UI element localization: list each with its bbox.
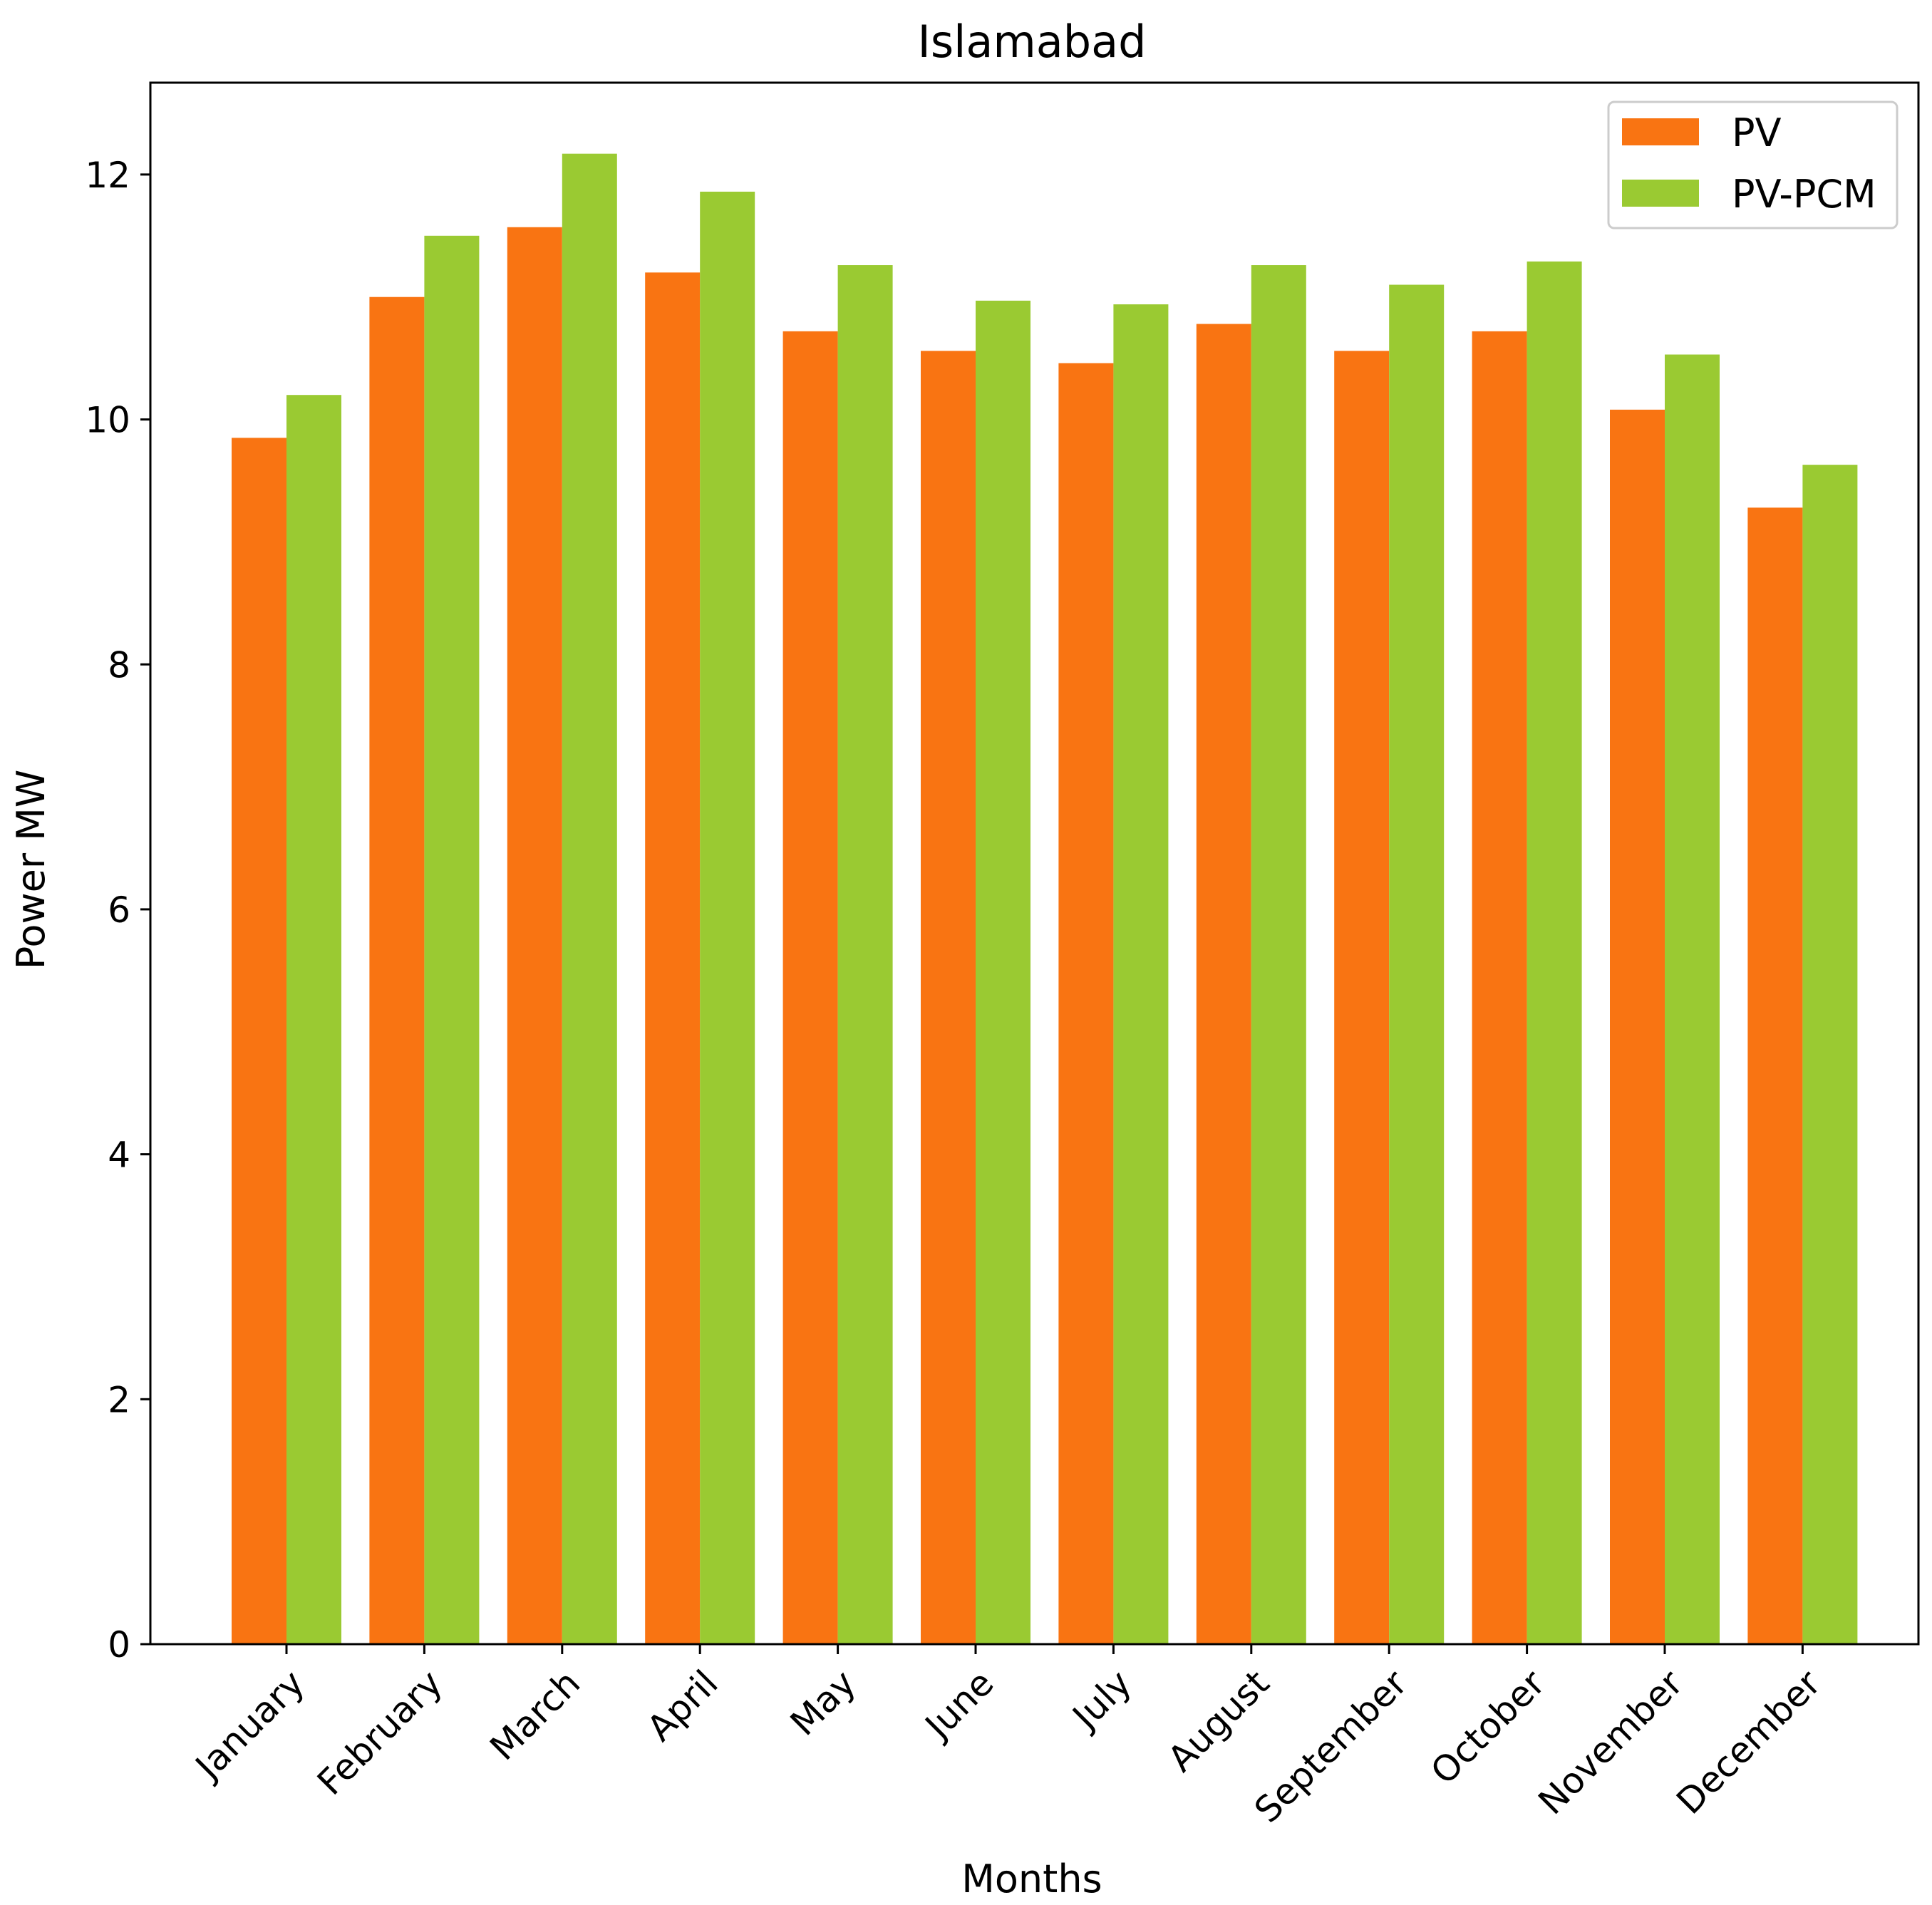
y-tick-label-0: 0 (108, 1624, 130, 1666)
bar-pv-december (1747, 507, 1803, 1645)
bar-pv-january (232, 438, 286, 1644)
bar-pv-july (1058, 363, 1114, 1645)
bar-pv-october (1472, 331, 1527, 1645)
y-tick-label-8: 8 (108, 644, 130, 686)
bar-pv-pcm-august (1251, 265, 1306, 1644)
y-tick-label-6: 6 (108, 889, 130, 931)
bar-pv-april (645, 272, 701, 1644)
bars-layer (232, 153, 1858, 1645)
legend-label-pv-pcm: PV-PCM (1732, 172, 1876, 217)
plot-frame (149, 81, 1920, 1646)
legend-swatch-pv-pcm (1622, 180, 1699, 207)
bar-pv-pcm-september (1389, 284, 1445, 1645)
bar-pv-may (782, 331, 838, 1645)
legend: PV PV-PCM (1607, 100, 1899, 229)
bar-pv-pcm-february (424, 235, 480, 1644)
x-axis-label: Months (961, 1857, 1102, 1901)
bar-pv-pcm-april (700, 191, 755, 1644)
bar-pv-pcm-march (562, 153, 617, 1645)
legend-swatch-pv (1622, 118, 1699, 145)
y-tick-label-12: 12 (85, 155, 130, 196)
bar-pv-august (1196, 324, 1251, 1644)
y-axis-label: Power MW (9, 770, 53, 969)
bar-pv-february (369, 296, 425, 1645)
bar-pv-pcm-october (1527, 261, 1582, 1644)
bar-pv-pcm-november (1665, 354, 1720, 1645)
bar-pv-june (921, 351, 976, 1645)
bar-pv-pcm-may (837, 265, 893, 1644)
bar-pv-september (1334, 351, 1390, 1645)
bar-pv-pcm-december (1802, 465, 1858, 1644)
bar-pv-pcm-june (976, 300, 1030, 1644)
bar-pv-march (507, 227, 562, 1644)
bar-pv-november (1610, 409, 1665, 1644)
y-tick-label-10: 10 (85, 400, 130, 441)
bar-pv-pcm-january (286, 395, 341, 1645)
chart-title: Islamabad (918, 16, 1147, 68)
y-tick-label-4: 4 (108, 1135, 130, 1176)
legend-label-pv: PV (1732, 110, 1782, 155)
bar-pv-pcm-july (1113, 304, 1169, 1644)
y-tick-label-2: 2 (108, 1379, 130, 1420)
